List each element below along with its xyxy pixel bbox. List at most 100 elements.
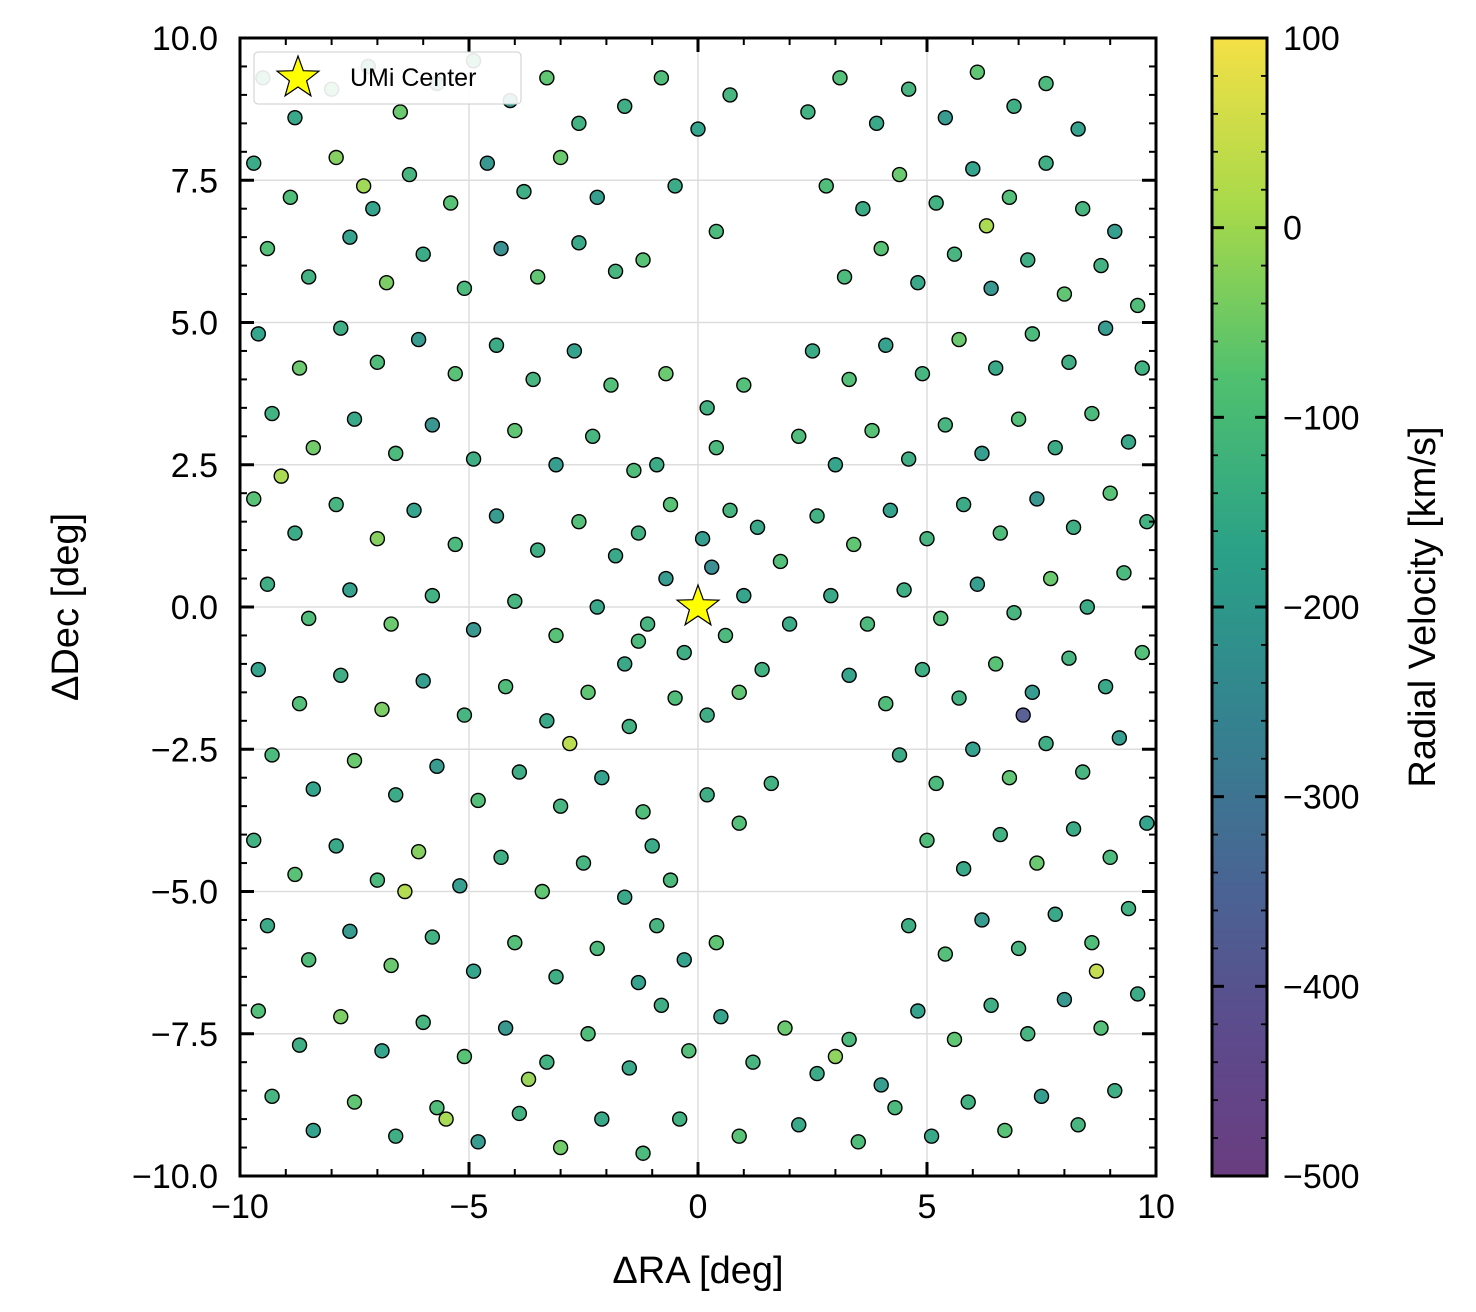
scatter-point	[530, 269, 546, 285]
scatter-point	[658, 366, 674, 382]
scatter-point	[1015, 707, 1031, 723]
scatter-point	[658, 570, 674, 587]
scatter-point	[722, 87, 738, 103]
scatter-point	[493, 240, 509, 257]
scatter-point	[548, 969, 564, 985]
scatter-point	[328, 149, 344, 166]
scatter-point	[649, 917, 665, 934]
scatter-point	[736, 377, 752, 393]
scatter-point	[736, 587, 752, 604]
scatter-point	[552, 798, 569, 814]
scatter-point	[772, 553, 789, 570]
scatter-point	[410, 331, 427, 348]
axis-ticks	[238, 36, 1158, 1178]
scatter-point	[301, 952, 317, 968]
scatter-point	[722, 502, 738, 518]
scatter-point	[594, 1111, 610, 1127]
scatter-point	[1107, 223, 1123, 240]
scatter-point	[287, 866, 303, 883]
x-tick-label: −10	[211, 1188, 269, 1226]
scatter-point	[465, 622, 482, 638]
scatter-point	[273, 468, 289, 484]
scatter-point	[580, 684, 596, 701]
scatter-point	[617, 889, 633, 905]
y-tick-label: −7.5	[151, 1016, 218, 1054]
scatter-point	[937, 109, 954, 126]
scatter-point	[621, 718, 637, 735]
scatter-point	[900, 917, 917, 934]
scatter-point	[456, 280, 473, 297]
scatter-point	[342, 923, 358, 940]
scatter-point	[287, 525, 303, 541]
scatter-point	[800, 104, 816, 120]
y-tick-labels: −10.0 −7.5 −5.0 −2.5 0.0 2.5 5.0 7.5 10.0	[132, 20, 218, 1196]
scatter-point	[575, 855, 592, 871]
scatter-point	[328, 838, 344, 854]
scatter-point	[809, 1065, 825, 1082]
scatter-point	[717, 627, 734, 644]
x-tick-label: 5	[918, 1188, 937, 1226]
scatter-point	[745, 1054, 761, 1070]
scatter-point	[365, 200, 381, 217]
scatter-point	[346, 752, 363, 769]
scatter-point	[878, 337, 894, 353]
scatter-point	[1024, 326, 1041, 342]
colorbar-ticks	[1212, 36, 1267, 1178]
scatter-point	[246, 832, 262, 848]
scatter-point	[539, 70, 555, 86]
scatter-point	[388, 1128, 404, 1144]
scatter-point	[836, 269, 853, 285]
scatter-point	[333, 320, 349, 336]
x-tick-label: 10	[1137, 1188, 1175, 1226]
scatter-point	[1065, 519, 1082, 536]
scatter-point	[827, 1048, 844, 1065]
scatter-point	[983, 997, 999, 1013]
y-axis-label: ΔDec [deg]	[45, 513, 87, 701]
legend-label-umi-center: UMi Center	[350, 64, 476, 92]
scatter-point	[781, 616, 798, 632]
scatter-point	[823, 587, 839, 604]
scatter-point	[333, 667, 349, 683]
scatter-point	[681, 1043, 697, 1059]
y-tick-label: 5.0	[171, 305, 218, 343]
scatter-point	[891, 166, 908, 183]
scatter-point	[305, 1122, 321, 1139]
scatter-point	[708, 223, 725, 240]
scatter-point	[374, 701, 390, 718]
scatter-point	[415, 673, 431, 689]
scatter-point	[791, 1117, 807, 1133]
scatter-point	[328, 496, 344, 513]
scatter-point	[809, 508, 825, 524]
scatter-point	[1010, 411, 1027, 427]
scatter-point	[873, 1077, 889, 1093]
colorbar-tick-label: −400	[1283, 968, 1360, 1006]
scatter-point	[630, 974, 647, 991]
scatter-point	[887, 1100, 903, 1116]
scatter-point	[841, 371, 857, 388]
scatter-point	[704, 559, 720, 575]
scatter-point	[406, 502, 422, 518]
scatter-point	[397, 883, 413, 900]
scatter-point	[951, 331, 967, 348]
scatter-point	[708, 935, 725, 951]
scatter-point	[749, 519, 766, 536]
colorbar-tick-label: −300	[1283, 779, 1360, 817]
scatter-point	[1075, 200, 1091, 217]
scatter-point	[1006, 98, 1022, 114]
scatter-point	[978, 218, 995, 234]
scatter-point	[1038, 735, 1054, 752]
scatter-point	[804, 343, 821, 359]
colorbar-tick-label: 0	[1283, 210, 1302, 248]
scatter-point	[589, 940, 605, 957]
scatter-point	[589, 599, 605, 615]
scatter-point	[571, 115, 587, 132]
scatter-point	[910, 274, 926, 291]
scatter-point	[392, 104, 408, 120]
legend-box	[253, 51, 522, 105]
scatter-point	[699, 400, 715, 416]
scatter-point	[1006, 604, 1022, 621]
scatter-point	[1020, 1026, 1036, 1042]
scatter-point	[291, 360, 308, 376]
scatter-point	[511, 1105, 528, 1122]
scatter-point	[965, 741, 981, 757]
